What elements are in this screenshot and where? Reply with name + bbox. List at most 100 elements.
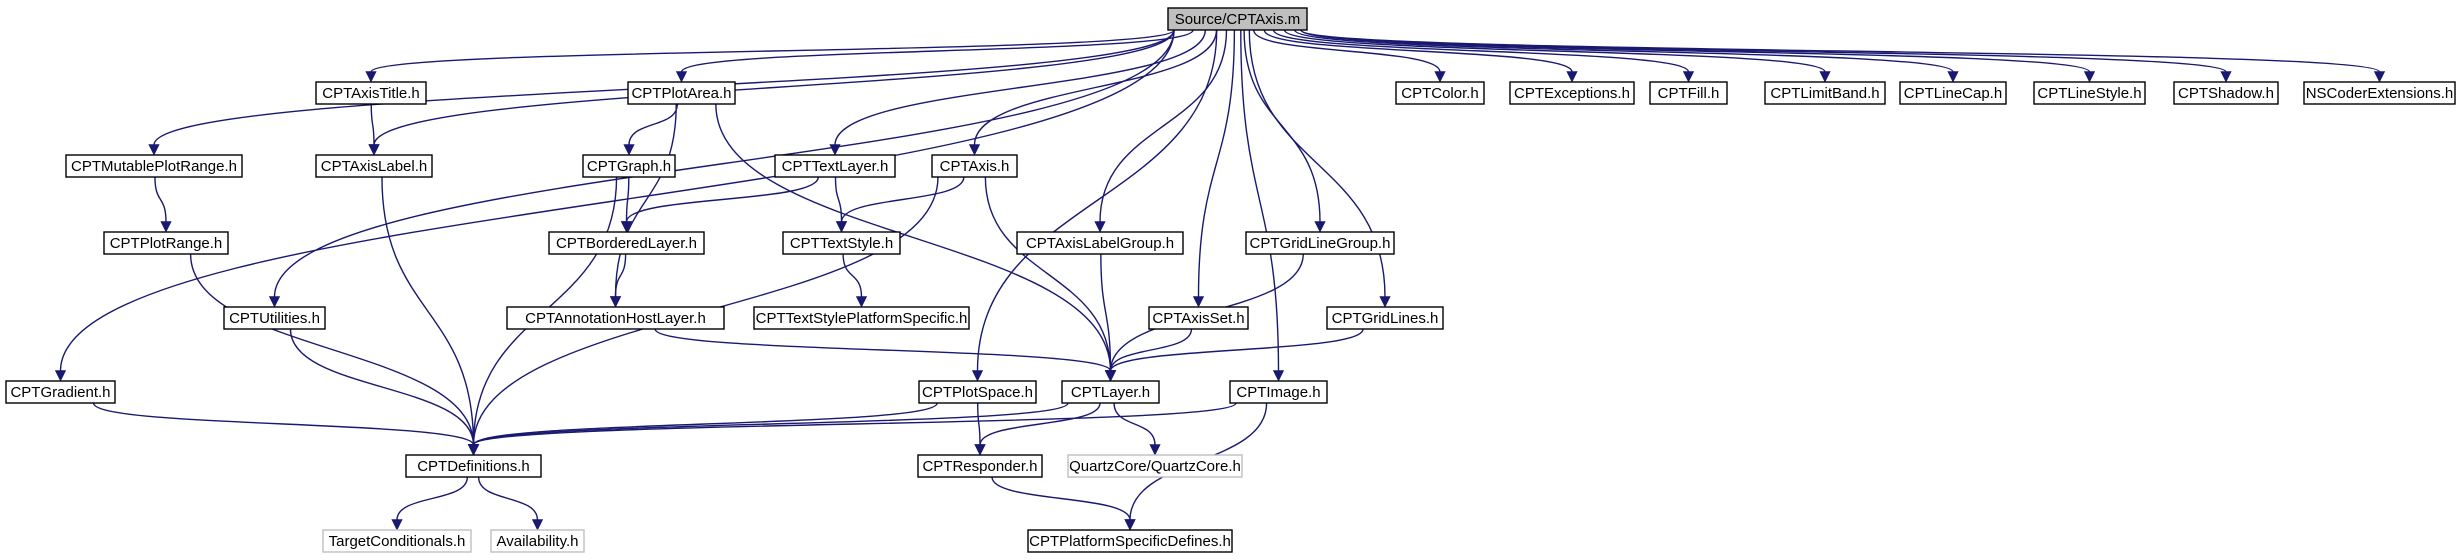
node-box: [1167, 7, 1308, 31]
node-Availability: Availability.h: [490, 529, 585, 553]
node-label: CPTDefinitions.h: [417, 458, 530, 475]
edge-root-to-CPTShadow: [1300, 29, 2232, 83]
node-CPTPlotArea[interactable]: CPTPlotArea.h: [627, 81, 736, 105]
node-label: CPTShadow.h: [2178, 85, 2274, 102]
node-box: [103, 231, 229, 255]
node-label: CPTMutablePlotRange.h: [71, 158, 237, 175]
edge-CPTBorderedLayer-to-CPTAnnotationHostLayer: [609, 253, 627, 308]
node-CPTGradient[interactable]: CPTGradient.h: [5, 380, 116, 404]
node-CPTBorderedLayer[interactable]: CPTBorderedLayer.h: [548, 231, 705, 255]
node-box: [918, 380, 1037, 404]
edge-CPTAxis-to-CPTTextStyle: [835, 176, 965, 233]
node-CPTGraph[interactable]: CPTGraph.h: [582, 154, 676, 178]
edge-root-to-CPTGradient: [54, 29, 1175, 382]
node-CPTAxis[interactable]: CPTAxis.h: [931, 154, 1018, 178]
node-box: [405, 454, 542, 478]
node-box: [548, 231, 705, 255]
edge-root-to-CPTUtilities: [268, 29, 1175, 308]
edge-root-to-CPTPlotSpace: [971, 29, 1218, 382]
node-CPTPlotRange[interactable]: CPTPlotRange.h: [103, 231, 229, 255]
node-CPTLimitBand[interactable]: CPTLimitBand.h: [1764, 81, 1886, 105]
node-CPTFill[interactable]: CPTFill.h: [1649, 81, 1728, 105]
node-TargetConditionals: TargetConditionals.h: [322, 529, 472, 553]
node-box: [506, 306, 725, 330]
node-CPTImage[interactable]: CPTImage.h: [1229, 380, 1328, 404]
node-box: [1245, 231, 1395, 255]
node-box: [1061, 380, 1160, 404]
node-CPTLineStyle[interactable]: CPTLineStyle.h: [2033, 81, 2146, 105]
node-label: CPTAxis.h: [940, 158, 1010, 175]
node-label: CPTTextStyle.h: [790, 235, 893, 252]
node-label: Availability.h: [497, 533, 579, 550]
node-box: [1509, 81, 1635, 105]
node-label: CPTAxisSet.h: [1152, 310, 1244, 327]
node-CPTAnnotationHostLayer[interactable]: CPTAnnotationHostLayer.h: [506, 306, 725, 330]
edge-CPTAxisTitle-to-CPTAxisLabel: [368, 103, 380, 156]
edge-CPTDefinitions-to-Availability: [477, 476, 544, 531]
node-label: QuartzCore/QuartzCore.h: [1069, 458, 1241, 475]
node-CPTShadow[interactable]: CPTShadow.h: [2173, 81, 2279, 105]
node-root[interactable]: Source/CPTAxis.m: [1167, 7, 1308, 31]
node-CPTTextStylePlatformSpecific[interactable]: CPTTextStylePlatformSpecific.h: [753, 306, 970, 330]
node-CPTMutablePlotRange[interactable]: CPTMutablePlotRange.h: [65, 154, 243, 178]
node-CPTPlatformSpecificDefines[interactable]: CPTPlatformSpecificDefines.h: [1027, 529, 1233, 553]
node-label: CPTUtilities.h: [229, 310, 320, 327]
edge-CPTMutablePlotRange-to-CPTPlotRange: [154, 176, 172, 233]
node-CPTResponder[interactable]: CPTResponder.h: [917, 454, 1043, 478]
node-label: CPTAxisLabel.h: [321, 158, 427, 175]
edge-CPTImage-to-CPTDefinitions: [467, 402, 1237, 456]
node-CPTAxisTitle[interactable]: CPTAxisTitle.h: [315, 81, 427, 105]
edge-root-to-CPTGridLines: [1248, 29, 1391, 308]
node-label: CPTTextLayer.h: [782, 158, 889, 175]
edge-root-to-NSCoderExtensions: [1300, 29, 2386, 83]
node-CPTTextLayer[interactable]: CPTTextLayer.h: [774, 154, 896, 178]
node-label: CPTBorderedLayer.h: [556, 235, 697, 252]
node-box: [2173, 81, 2279, 105]
node-QuartzCore: QuartzCore/QuartzCore.h: [1067, 454, 1243, 478]
edge-root-to-CPTFill: [1272, 29, 1695, 83]
node-box: [931, 154, 1018, 178]
node-CPTTextStyle[interactable]: CPTTextStyle.h: [782, 231, 901, 255]
node-label: NSCoderExtensions.h: [2306, 85, 2454, 102]
node-box: [5, 380, 116, 404]
node-CPTGridLines[interactable]: CPTGridLines.h: [1326, 306, 1444, 330]
node-NSCoderExtensions[interactable]: NSCoderExtensions.h: [2303, 81, 2456, 105]
node-CPTGridLineGroup[interactable]: CPTGridLineGroup.h: [1245, 231, 1395, 255]
node-CPTAxisSet[interactable]: CPTAxisSet.h: [1148, 306, 1249, 330]
node-CPTColor[interactable]: CPTColor.h: [1395, 81, 1485, 105]
node-label: CPTAnnotationHostLayer.h: [525, 310, 706, 327]
node-label: CPTGradient.h: [10, 384, 110, 401]
node-CPTExceptions[interactable]: CPTExceptions.h: [1509, 81, 1635, 105]
node-box: [1067, 454, 1243, 478]
node-label: TargetConditionals.h: [329, 533, 466, 550]
node-label: CPTImage.h: [1236, 384, 1320, 401]
node-CPTLineCap[interactable]: CPTLineCap.h: [1899, 81, 2007, 105]
edge-CPTGradient-to-CPTDefinitions: [92, 402, 480, 456]
edge-CPTGridLines-to-CPTLayer: [1104, 328, 1364, 382]
node-CPTPlotSpace[interactable]: CPTPlotSpace.h: [918, 380, 1037, 404]
edge-CPTResponder-to-CPTPlatformSpecificDefines: [991, 476, 1136, 531]
edge-root-to-CPTAxisLabelGroup: [1094, 29, 1228, 233]
node-box: [223, 306, 326, 330]
node-label: CPTPlotSpace.h: [922, 384, 1033, 401]
node-CPTDefinitions[interactable]: CPTDefinitions.h: [405, 454, 542, 478]
node-label: CPTTextStylePlatformSpecific.h: [756, 310, 968, 327]
node-CPTAxisLabel[interactable]: CPTAxisLabel.h: [315, 154, 433, 178]
node-box: [490, 529, 585, 553]
node-box: [1148, 306, 1249, 330]
edge-CPTLayer-to-CPTResponder: [974, 402, 1101, 456]
node-CPTLayer[interactable]: CPTLayer.h: [1061, 380, 1160, 404]
nodes-layer: Source/CPTAxis.m CPTAxisTitle.h CPTPlotAre…: [5, 7, 2456, 553]
node-label: CPTFill.h: [1658, 85, 1720, 102]
node-box: [1229, 380, 1328, 404]
node-CPTAxisLabelGroup[interactable]: CPTAxisLabelGroup.h: [1016, 231, 1184, 255]
edge-CPTAxis-to-CPTLayer: [984, 176, 1117, 382]
node-label: CPTPlotRange.h: [110, 235, 223, 252]
edge-CPTPlotArea-to-CPTGraph: [623, 103, 678, 156]
node-CPTUtilities[interactable]: CPTUtilities.h: [223, 306, 326, 330]
edge-root-to-CPTLineCap: [1294, 29, 1959, 83]
edge-CPTPlotSpace-to-CPTDefinitions: [467, 402, 938, 456]
node-box: [1326, 306, 1444, 330]
node-label: Source/CPTAxis.m: [1175, 11, 1301, 28]
